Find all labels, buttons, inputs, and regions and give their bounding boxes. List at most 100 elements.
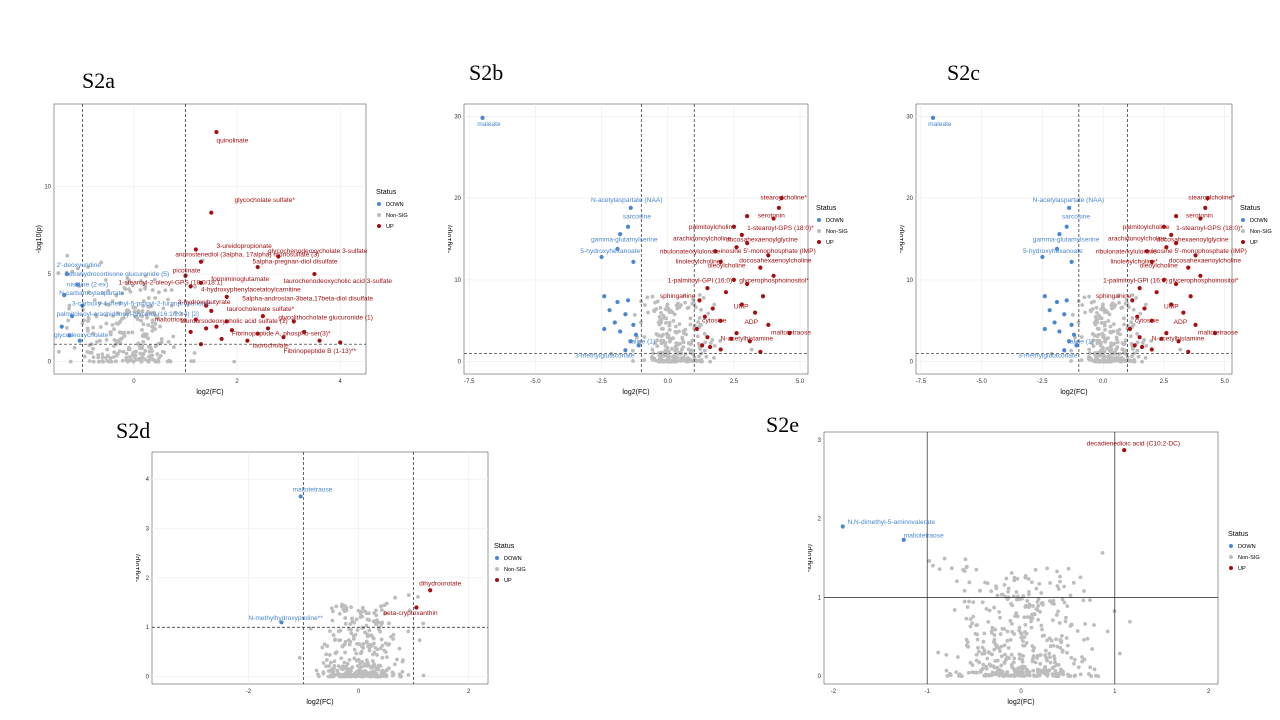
legend-item: DOWN [386,202,404,208]
point-nonsig [998,615,1002,620]
point-nonsig [1013,614,1017,619]
point-label: maleate [928,121,952,128]
point-nonsig [976,645,980,650]
point-up [766,322,771,328]
point-nonsig [1026,576,1031,581]
legend-swatch [817,218,821,222]
point-down [279,620,284,625]
point-nonsig [981,662,986,667]
point-nonsig [1122,341,1127,346]
point-label: linoleoylcholine* [1110,259,1158,266]
point-nonsig [1120,347,1125,352]
point-up [219,336,224,342]
point-nonsig [1142,338,1147,342]
point-nonsig [400,669,405,674]
point-nonsig [688,316,693,321]
point-up [198,280,204,285]
point-nonsig [701,295,706,300]
point-nonsig [1072,661,1076,666]
point-nonsig [96,359,101,364]
point-up [302,329,307,335]
point-down [623,312,628,317]
point-nonsig [156,359,161,364]
point-nonsig [124,308,129,313]
point-nonsig [398,673,403,678]
x-axis-label: log2(FC) [622,389,649,396]
point-nonsig [365,634,370,639]
point-nonsig [421,673,426,678]
point-nonsig [153,344,158,349]
point-nonsig [297,655,302,660]
point-nonsig [679,347,684,352]
point-nonsig [1060,671,1065,676]
point-nonsig [100,352,105,357]
chart-s2e: -2 -1 0 1 2 0 1 2 3 log2(FC) -log10(p) N,N-dimethyl… [808,431,1260,706]
point-nonsig [98,301,102,306]
point-label: 3-carboxy-4-methyl-5-propyl-2-furanpropa… [72,301,211,308]
point-nonsig [995,593,1000,598]
y-tick-label: 20 [454,196,461,202]
point-nonsig [1097,353,1102,358]
point-nonsig [386,642,390,647]
point-nonsig [379,608,384,612]
point-nonsig [1048,660,1053,665]
point-nonsig [966,644,971,649]
y-tick-label: 3 [146,527,150,533]
point-down [631,259,636,265]
point-nonsig [680,337,685,342]
legend-item: UP [826,240,834,246]
point-nonsig [1002,627,1007,631]
point-nonsig [683,300,687,305]
point-nonsig [971,600,976,605]
point-nonsig [104,302,109,307]
point-up [1142,306,1147,311]
point-nonsig [68,359,73,364]
point-nonsig [663,343,668,348]
point-nonsig [127,278,132,283]
x-axis-label: log2(FC) [196,389,223,396]
point-nonsig [86,290,91,295]
point-nonsig [944,653,949,657]
y-tick-label: 30 [454,114,461,120]
point-nonsig [1095,317,1100,322]
point-nonsig [1019,670,1024,674]
point-nonsig [1030,644,1035,648]
point-nonsig [155,352,160,356]
point-nonsig [992,647,997,652]
point-nonsig [331,633,336,637]
point-nonsig [136,341,141,346]
point-nonsig [140,355,145,360]
legend-swatch [1229,555,1233,559]
point-label: maltotetraose [1198,330,1238,337]
point-label: 5-hydroxyhexanoate [1023,248,1083,255]
point-nonsig [343,616,348,620]
point-nonsig [150,328,155,333]
x-tick-label: -2 [831,689,837,695]
point-up [1159,336,1164,341]
point-up [255,264,260,270]
point-nonsig [1031,604,1035,608]
point-nonsig [355,641,359,646]
point-up [1149,347,1154,352]
point-nonsig [150,324,154,329]
point-nonsig [163,288,168,293]
point-nonsig [172,345,176,350]
point-nonsig [992,633,997,637]
point-up [713,249,718,254]
point-nonsig [321,661,326,665]
point-nonsig [658,305,663,310]
point-nonsig [1103,327,1107,332]
point-nonsig [161,306,166,311]
point-label: picolinate [173,267,201,274]
plot-frame [915,103,1233,375]
point-nonsig [1059,634,1064,638]
point-nonsig [697,293,702,297]
point-nonsig [927,559,932,563]
point-nonsig [1088,598,1092,603]
point-nonsig [153,359,158,364]
point-label: Fibrinopeptide B (1-13)** [283,348,356,355]
point-nonsig [372,669,377,674]
point-nonsig [642,358,647,363]
point-nonsig [1035,654,1040,659]
point-nonsig [1044,648,1048,653]
